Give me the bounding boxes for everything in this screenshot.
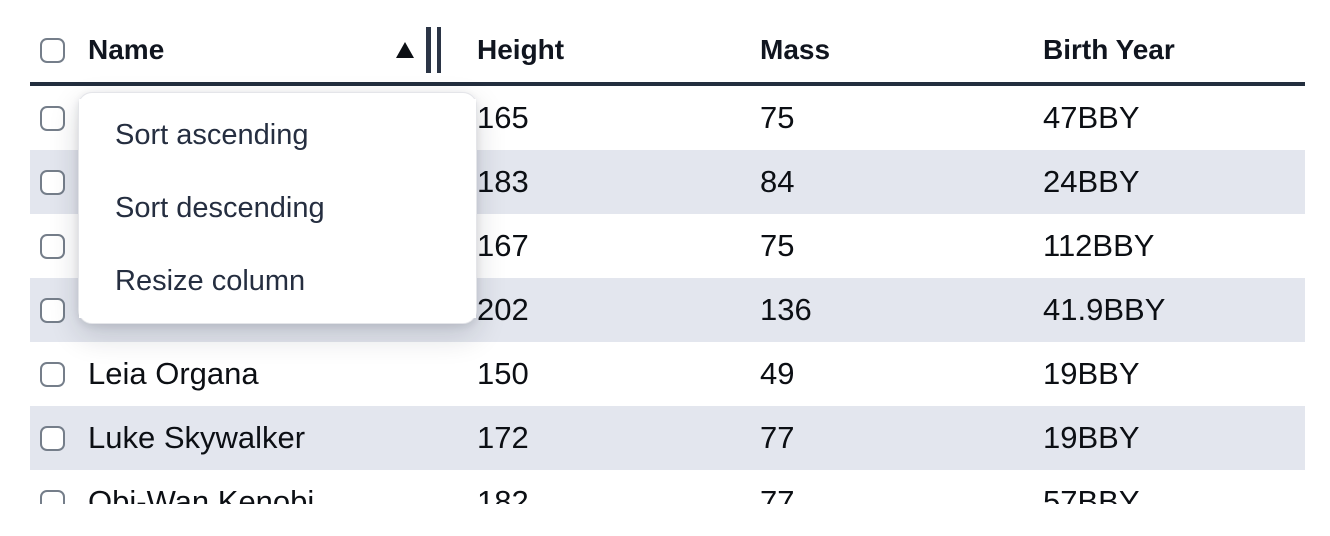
select-all-checkbox[interactable] (40, 37, 65, 63)
menu-item-resize-column[interactable]: Resize column (79, 245, 476, 318)
cell-mass: 136 (760, 292, 812, 327)
menu-item-sort-descending[interactable]: Sort descending (79, 172, 476, 245)
column-resize-handle[interactable] (426, 27, 441, 73)
cell-height: 172 (477, 420, 529, 455)
cell-birth-year: 41.9BBY (1043, 292, 1166, 327)
cell-name: Obi-Wan Kenobi (88, 484, 315, 504)
row-select-cell (30, 489, 80, 504)
row-checkbox[interactable] (40, 169, 65, 195)
cell-birth-year: 24BBY (1043, 164, 1140, 199)
cell-birth-year: 19BBY (1043, 356, 1140, 391)
row-select-cell (30, 233, 80, 259)
cell-height: 202 (477, 292, 529, 327)
column-header-birth-year[interactable]: Birth Year (1043, 34, 1175, 65)
column-header-height[interactable]: Height (477, 34, 565, 65)
cell-name: Luke Skywalker (88, 420, 306, 455)
row-checkbox[interactable] (40, 425, 65, 451)
column-header-name[interactable]: Name (80, 27, 470, 73)
row-checkbox[interactable] (40, 105, 65, 131)
sort-ascending-icon (396, 42, 414, 58)
cell-height: 167 (477, 228, 529, 263)
cell-birth-year: 57BBY (1043, 484, 1140, 504)
row-checkbox[interactable] (40, 297, 65, 323)
cell-name: Leia Organa (88, 356, 259, 391)
cell-birth-year: 112BBY (1043, 228, 1155, 263)
select-all-cell (30, 37, 80, 63)
cell-height: 150 (477, 356, 529, 391)
cell-mass: 75 (760, 228, 795, 263)
cell-height: 183 (477, 164, 529, 199)
row-checkbox[interactable] (40, 233, 65, 259)
row-checkbox[interactable] (40, 361, 65, 387)
cell-mass: 77 (760, 484, 795, 504)
column-header-name-label: Name (88, 34, 165, 65)
row-select-cell (30, 105, 80, 131)
table-header-row: Name Height Mass Birth Year (30, 0, 1305, 86)
row-checkbox[interactable] (40, 489, 65, 504)
cell-height: 182 (477, 484, 529, 504)
cell-birth-year: 47BBY (1043, 100, 1140, 135)
row-select-cell (30, 297, 80, 323)
row-select-cell (30, 169, 80, 195)
cell-mass: 75 (760, 100, 795, 135)
row-select-cell (30, 425, 80, 451)
table-row: Obi-Wan Kenobi 182 77 57BBY (30, 470, 1305, 504)
cell-mass: 49 (760, 356, 795, 391)
cell-mass: 77 (760, 420, 795, 455)
table-viewport: Name Height Mass Birth Year 165 75 47BBY (30, 0, 1305, 504)
row-select-cell (30, 361, 80, 387)
table-row: Luke Skywalker 172 77 19BBY (30, 406, 1305, 470)
column-header-mass[interactable]: Mass (760, 34, 831, 65)
column-context-menu: Sort ascending Sort descending Resize co… (78, 92, 477, 324)
cell-height: 165 (477, 100, 529, 135)
menu-item-sort-ascending[interactable]: Sort ascending (79, 99, 476, 172)
cell-mass: 84 (760, 164, 795, 199)
table-row: Leia Organa 150 49 19BBY (30, 342, 1305, 406)
cell-birth-year: 19BBY (1043, 420, 1140, 455)
